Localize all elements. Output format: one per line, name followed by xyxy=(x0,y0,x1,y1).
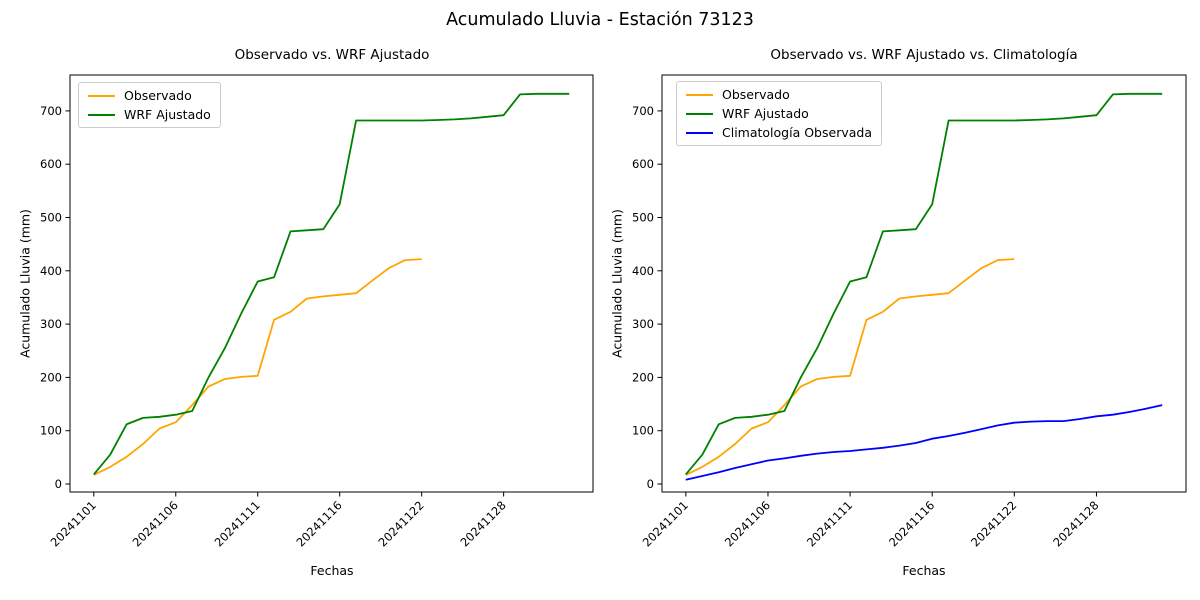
x-tick-label: 20241101 xyxy=(640,498,691,549)
axes-frame xyxy=(69,74,594,493)
legend-line-swatch xyxy=(686,112,713,115)
plot-left: 0 100 200 300 400 500 600 700 20241101 20241106 20… xyxy=(40,74,594,550)
y-tick-label: 200 xyxy=(40,370,62,384)
right-x-axis-label: Fechas xyxy=(902,563,946,578)
x-tick-label: 20241106 xyxy=(722,498,773,549)
legend-item: Observado xyxy=(686,87,872,102)
legend-item: Observado xyxy=(88,88,211,103)
x-tick-label: 20241116 xyxy=(294,498,345,549)
y-tick-label: 500 xyxy=(40,211,62,225)
x-tick-label: 20241128 xyxy=(457,498,508,549)
x-tick-label: 20241128 xyxy=(1050,498,1101,549)
right-legend: Observado WRF Ajustado Climatología Observ… xyxy=(676,81,882,146)
right-plot-title: Observado vs. WRF Ajustado vs. Climatolo… xyxy=(770,47,1078,63)
x-tick-label: 20241122 xyxy=(968,498,1019,549)
plot-right: 0 100 200 300 400 500 600 700 20241101 20241106 20… xyxy=(632,74,1187,550)
y-tick-label: 400 xyxy=(632,264,654,278)
y-tick-label: 100 xyxy=(40,424,62,438)
legend-label: Observado xyxy=(722,87,790,102)
x-tick-label: 20241122 xyxy=(375,498,426,549)
y-tick-label: 0 xyxy=(55,477,62,491)
y-tick-label: 600 xyxy=(40,157,62,171)
left-plot-title: Observado vs. WRF Ajustado xyxy=(234,47,430,63)
series-line-wrf-ajustado xyxy=(93,92,570,475)
y-tick-label: 300 xyxy=(40,317,62,331)
legend-label: Observado xyxy=(124,88,192,103)
x-tick-label: 20241106 xyxy=(130,498,181,549)
legend-line-swatch xyxy=(88,113,115,116)
series-line-wrf-ajustado xyxy=(685,92,1163,475)
left-y-axis-label: Acumulado Lluvia (mm) xyxy=(17,209,33,358)
x-tick-label: 20241111 xyxy=(212,498,263,549)
y-tick-label: 400 xyxy=(40,264,62,278)
left-x-axis-label: Fechas xyxy=(310,563,354,578)
x-tick-label: 20241101 xyxy=(48,498,99,549)
series-line-observado xyxy=(93,258,422,476)
legend-line-swatch xyxy=(686,93,713,96)
y-tick-label: 300 xyxy=(632,317,654,331)
left-legend: Observado WRF Ajustado xyxy=(78,82,221,128)
legend-label: Climatología Observada xyxy=(722,125,872,140)
series-line-observado xyxy=(685,258,1015,476)
x-tick-label: 20241111 xyxy=(804,498,855,549)
figure-suptitle: Acumulado Lluvia - Estación 73123 xyxy=(446,10,754,30)
legend-item: Climatología Observada xyxy=(686,125,872,140)
y-tick-label: 600 xyxy=(632,157,654,171)
legend-line-swatch xyxy=(88,94,115,97)
y-tick-label: 100 xyxy=(632,424,654,438)
legend-label: WRF Ajustado xyxy=(124,107,211,122)
right-y-axis-label: Acumulado Lluvia (mm) xyxy=(609,209,625,358)
x-tick-label: 20241116 xyxy=(886,498,937,549)
legend-item: WRF Ajustado xyxy=(88,107,211,122)
y-tick-label: 500 xyxy=(632,211,654,225)
y-tick-label: 700 xyxy=(632,104,654,118)
legend-label: WRF Ajustado xyxy=(722,106,809,121)
y-tick-label: 200 xyxy=(632,370,654,384)
legend-item: WRF Ajustado xyxy=(686,106,872,121)
y-tick-label: 0 xyxy=(647,477,654,491)
series-line-climatolog-a-observada xyxy=(685,404,1163,481)
axes-frame xyxy=(661,74,1187,493)
y-tick-label: 700 xyxy=(40,104,62,118)
legend-line-swatch xyxy=(686,131,713,134)
